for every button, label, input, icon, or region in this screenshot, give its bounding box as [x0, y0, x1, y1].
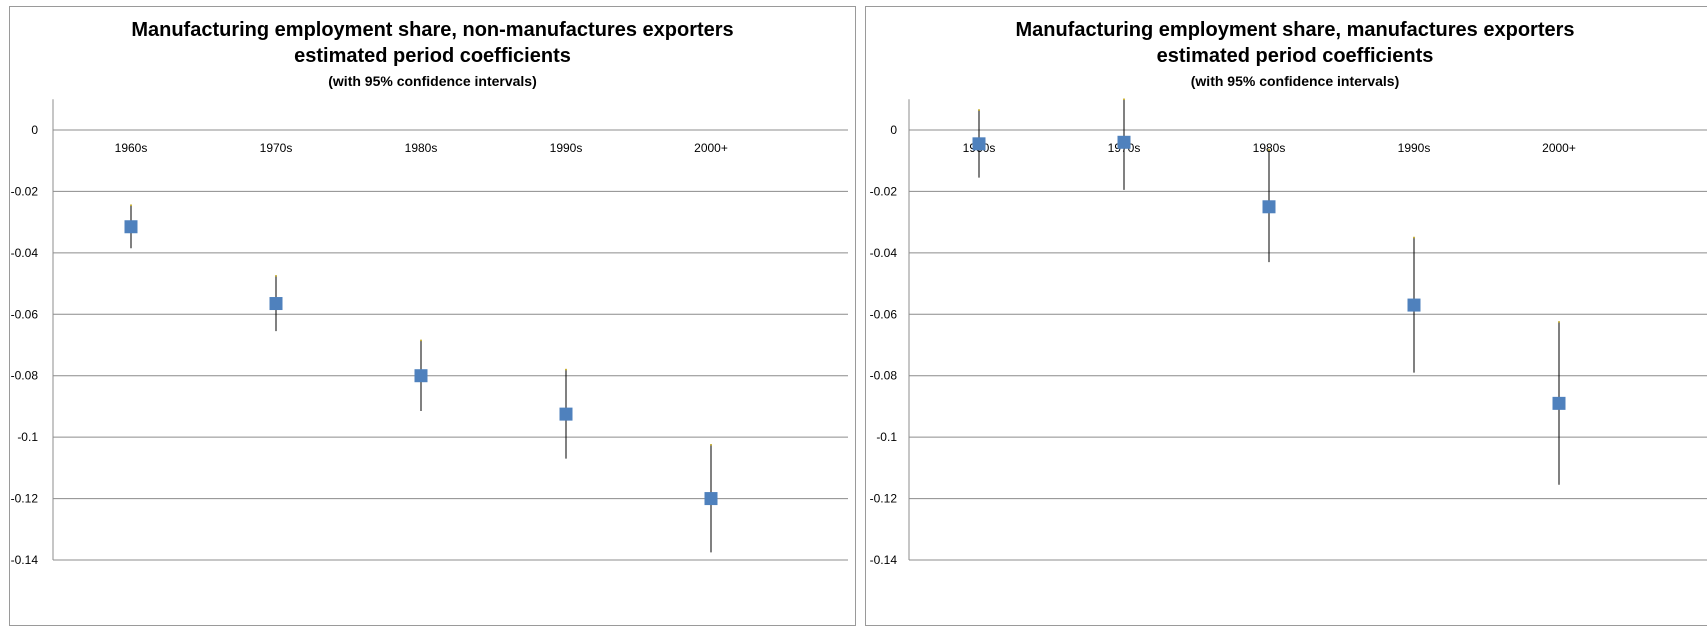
y-tick-label: -0.06	[11, 307, 39, 321]
chart-note: (with 95% confidence intervals)	[1190, 73, 1400, 89]
y-tick-label: -0.12	[11, 492, 39, 506]
y-tick-label: 0	[890, 123, 897, 137]
data-point	[1117, 135, 1131, 149]
y-tick-label: -0.08	[870, 369, 898, 383]
x-category-label: 1980s	[405, 141, 438, 155]
y-tick-label: -0.06	[870, 307, 898, 321]
chart-panel-left: Manufacturing employment share, non-manu…	[9, 6, 856, 626]
chart-panel-right: Manufacturing employment share, manufact…	[865, 6, 1707, 626]
chart-title: Manufacturing employment share, non-manu…	[131, 19, 734, 41]
chart-note: (with 95% confidence intervals)	[328, 73, 537, 89]
x-category-label: 1960s	[115, 141, 148, 155]
y-tick-label: -0.14	[870, 553, 898, 567]
data-point	[414, 369, 428, 383]
x-category-label: 1990s	[1398, 141, 1431, 155]
data-point	[269, 297, 283, 311]
y-tick-label: -0.1	[876, 430, 897, 444]
scatter-plot-left: 0 -0.02 -0.04 -0.06 -0.08 -0.1 -0.12 -0.14 1960s…	[11, 99, 848, 567]
y-tick-label: -0.08	[11, 369, 39, 383]
y-tick-label: -0.12	[870, 492, 898, 506]
data-point	[1552, 396, 1566, 410]
data-point	[124, 220, 138, 234]
chart-subtitle: estimated period coefficients	[294, 45, 571, 67]
data-point	[559, 407, 573, 421]
y-tick-label: -0.02	[870, 184, 898, 198]
y-tick-label: -0.1	[17, 430, 38, 444]
scatter-plot-right: 0-0.02-0.04-0.06-0.08-0.1-0.12-0.141960s…	[870, 98, 1707, 567]
y-tick-label: 0	[31, 123, 38, 137]
x-category-label: 2000+	[1542, 141, 1576, 155]
x-category-label: 1970s	[260, 141, 293, 155]
data-point	[1262, 200, 1276, 214]
y-tick-label: -0.04	[11, 246, 39, 260]
y-tick-label: -0.04	[870, 246, 898, 260]
x-category-label: 1990s	[550, 141, 583, 155]
x-category-label: 2000+	[694, 141, 728, 155]
data-point	[1407, 298, 1421, 312]
y-tick-label: -0.02	[11, 184, 39, 198]
y-tick-label: -0.14	[11, 553, 39, 567]
chart-title: Manufacturing employment share, manufact…	[1015, 19, 1575, 41]
data-point	[972, 137, 986, 151]
chart-subtitle: estimated period coefficients	[1156, 45, 1434, 67]
x-category-label: 1980s	[1253, 141, 1286, 155]
data-point	[704, 492, 718, 506]
